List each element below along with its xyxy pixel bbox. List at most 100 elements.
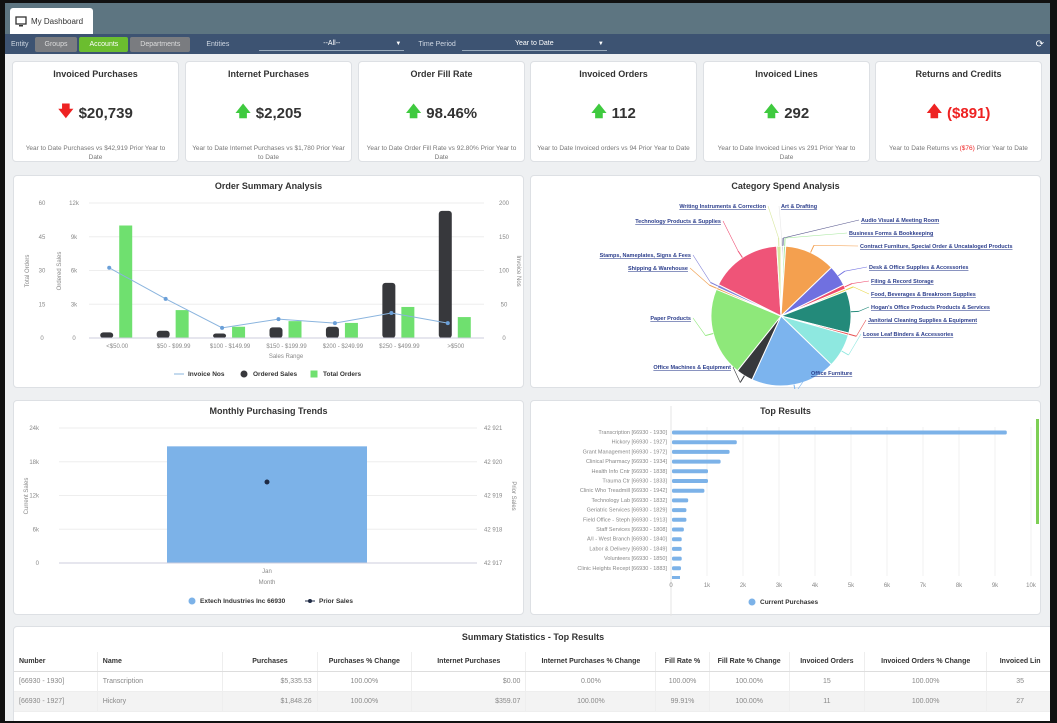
column-header[interactable]: Fill Rate % (655, 652, 710, 672)
scrollbar-thumb[interactable] (1036, 419, 1039, 524)
pie-label-link[interactable]: Contract Furniture, Special Order & Unca… (860, 244, 1013, 250)
column-header[interactable]: Invoiced Orders (789, 652, 866, 672)
kpi-subtext-post: Prior Year to Date (974, 145, 1028, 152)
legend-label: Current Purchases (760, 599, 819, 606)
pie-leader (853, 286, 870, 295)
column-header[interactable]: Internet Purchases (411, 652, 527, 672)
pie-label-link[interactable]: Hogan's Office Products Products & Servi… (871, 305, 990, 311)
pie-label-link[interactable]: Office Furniture (811, 371, 852, 377)
column-header[interactable]: Fill Rate % Change (709, 652, 790, 672)
tick-label: 18k (29, 460, 40, 466)
segment-departments[interactable]: Departments (130, 36, 191, 52)
tick-label: 24k (29, 426, 40, 432)
bar-label: Grant Management [66930 - 1972] (583, 449, 668, 455)
pie-label-link[interactable]: Office Machines & Equipment (653, 365, 731, 371)
pie-leader (692, 317, 706, 336)
invoice-nos-point (389, 311, 394, 316)
pie-label-link[interactable]: Shipping & Warehouse (628, 266, 688, 272)
tab-label: My Dashboard (31, 16, 84, 26)
legend-label: Extech Industries Inc 66930 (200, 598, 286, 605)
tick-label: 12k (29, 494, 40, 500)
x-tick-label: $200 - $249.99 (323, 344, 364, 350)
table-cell: Hickory (97, 691, 224, 712)
tick-label: 50 (501, 302, 508, 308)
tick-label: 60 (39, 201, 46, 207)
column-header[interactable]: Invoiced Orders % Change (864, 652, 988, 672)
pie-connector (810, 245, 815, 253)
table-cell: 35 (986, 671, 1050, 692)
kpi-card: Invoiced Orders 🡅 112 Year to Date Invoiced… (530, 61, 697, 162)
bar-label: Staff Services [66930 - 1808] (596, 527, 667, 533)
top-bar: My Dashboard (5, 3, 1050, 34)
pie-label-link[interactable]: Audio Visual & Meeting Room (861, 218, 939, 224)
pie-leader (813, 244, 859, 247)
table-row[interactable]: [66930 - 1927] Hickory $1,848.26 100.00% $35… (14, 691, 1050, 712)
pie-label-link[interactable]: Desk & Office Supplies & Accessories (869, 265, 968, 271)
kpi-title: Internet Purchases (227, 69, 310, 79)
ordered-sales-bar (100, 332, 114, 338)
table-row[interactable]: [66930 - 1930] Transcription $5,335.53 100.… (14, 671, 1050, 692)
axis-label: Prior Sales (510, 481, 516, 510)
column-header[interactable]: Invoiced Lin (986, 652, 1050, 672)
tab-my-dashboard[interactable]: My Dashboard (10, 8, 93, 34)
kpi-card: Invoiced Lines 🡅 292 Year to Date Invoiced … (703, 61, 870, 162)
bar-label: Health Info Cntr [66930 - 1838] (591, 469, 667, 475)
pie-label-link[interactable]: Stamps, Nameplates, Signs & Fees (600, 253, 691, 259)
bar-label: Volunteers [66930 - 1850] (604, 556, 667, 562)
total-orders-bar (288, 321, 302, 338)
segment-accounts[interactable]: Accounts (79, 36, 129, 52)
table-cell: $359.07 (411, 691, 527, 712)
pie-label-link[interactable]: Filing & Record Storage (871, 279, 934, 285)
kpi-value-row: 🡅 98.46% (359, 101, 524, 126)
refresh-icon[interactable]: ⟳ (1035, 38, 1044, 50)
pie-label-link[interactable]: Paper Products (650, 316, 691, 322)
tick-label: 9k (992, 583, 999, 589)
pie-label-link[interactable]: Art & Drafting (781, 204, 817, 210)
kpi-title: Invoiced Orders (579, 69, 648, 79)
order-summary-panel: Order Summary Analysis 0 0 0 15 3k 50 30 6k 100 4… (13, 175, 524, 388)
current-purchases-bar (672, 440, 737, 445)
tick-label: 150 (499, 235, 510, 241)
bar-label: Technology Lab [66930 - 1832] (591, 498, 667, 504)
pie-label-link[interactable]: Technology Products & Supplies (635, 219, 721, 225)
kpi-value-row: 🡅 ($891) (876, 101, 1041, 126)
kpi-subtext-highlight: ($76) (959, 145, 975, 152)
pie-label-link[interactable]: Loose Leaf Binders & Accessories (863, 332, 953, 338)
invoice-nos-point (163, 296, 168, 301)
arrow-up-icon: 🡅 (405, 103, 422, 120)
kpi-value-row: 🡅 112 (531, 101, 696, 126)
time-period-dropdown[interactable]: Year to Date ▼ (461, 37, 607, 51)
pie-label-link[interactable]: Business Forms & Bookkeeping (849, 231, 933, 237)
column-header[interactable]: Internet Purchases % Change (525, 652, 657, 672)
pie-label-link[interactable]: Writing Instruments & Correction (679, 204, 766, 210)
tick-label: 0 (36, 561, 40, 567)
tick-label: 42 917 (484, 561, 503, 567)
tick-label: 6k (71, 269, 78, 275)
x-tick-label: <$50.00 (106, 344, 129, 350)
pie-connector (705, 333, 714, 337)
column-header[interactable]: Name (97, 652, 224, 672)
table-cell: 100.00% (525, 691, 657, 712)
bar-label: Trauma Ctr [66930 - 1833] (602, 479, 667, 485)
segment-groups[interactable]: Groups (34, 36, 78, 52)
current-purchases-bar (672, 479, 708, 483)
x-axis-label: Sales Range (269, 354, 304, 360)
column-header[interactable]: Number (14, 652, 98, 672)
axis-label: Invoice Nos (515, 255, 521, 286)
pie-label-link[interactable]: Janitorial Cleaning Supplies & Equipment (868, 318, 977, 324)
kpi-subtext-pre: Year to Date Returns vs (889, 145, 960, 152)
column-header[interactable]: Purchases (222, 652, 318, 672)
pie-label-link[interactable]: Food, Beverages & Breakroom Supplies (871, 292, 976, 298)
entity-label: Entity (11, 40, 29, 48)
column-header[interactable]: Purchases % Change (317, 652, 413, 672)
tick-label: 42 920 (484, 460, 503, 466)
monthly-trends-panel: Monthly Purchasing Trends 0 42 917 6k 42 91… (13, 400, 524, 615)
table-cell: 27 (986, 691, 1050, 712)
table-cell: [66930 - 1927] (14, 691, 98, 712)
bar-label: A/I - West Branch [66930 - 1840] (587, 537, 667, 543)
entities-dropdown[interactable]: --All-- ▼ (259, 37, 405, 51)
table-cell: $1,848.26 (222, 691, 318, 712)
x-tick-label: >$500 (447, 344, 465, 350)
bar-label: Labor & Delivery [66930 - 1849] (589, 546, 667, 552)
pie-leader (856, 319, 867, 337)
